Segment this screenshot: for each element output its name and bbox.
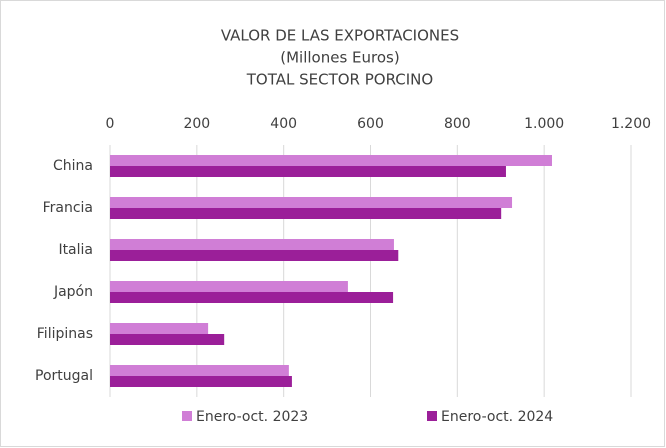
bar — [110, 208, 502, 219]
bar — [110, 166, 506, 177]
x-tick-label: 400 — [270, 116, 297, 132]
x-tick-label: 0 — [106, 116, 115, 132]
bar — [110, 376, 292, 387]
legend-swatch — [427, 411, 437, 421]
x-tick-label: 200 — [183, 116, 210, 132]
bar — [110, 292, 394, 303]
bar — [110, 239, 394, 250]
y-tick-label: Italia — [58, 242, 93, 258]
y-tick-label: China — [53, 158, 93, 174]
x-tick-label: 800 — [444, 116, 471, 132]
bar — [110, 334, 225, 345]
y-tick-label: Filipinas — [37, 326, 93, 342]
bar — [110, 323, 209, 334]
chart-subtitle: TOTAL SECTOR PORCINO — [246, 71, 433, 89]
bar — [110, 365, 289, 376]
legend-label: Enero-oct. 2023 — [196, 409, 308, 425]
y-tick-label: Francia — [43, 200, 93, 216]
legend-swatch — [182, 411, 192, 421]
x-tick-label: 1.000 — [524, 116, 564, 132]
bar — [110, 197, 513, 208]
bar — [110, 155, 552, 166]
y-tick-label: Portugal — [35, 368, 93, 384]
bar — [110, 281, 348, 292]
chart-title: VALOR DE LAS EXPORTACIONES — [221, 27, 459, 45]
y-tick-label: Japón — [53, 284, 93, 300]
legend-label: Enero-oct. 2024 — [441, 409, 553, 425]
x-tick-label: 1.200 — [611, 116, 651, 132]
bar — [110, 250, 399, 261]
chart-subtitle: (Millones Euros) — [280, 49, 399, 67]
x-tick-label: 600 — [357, 116, 384, 132]
